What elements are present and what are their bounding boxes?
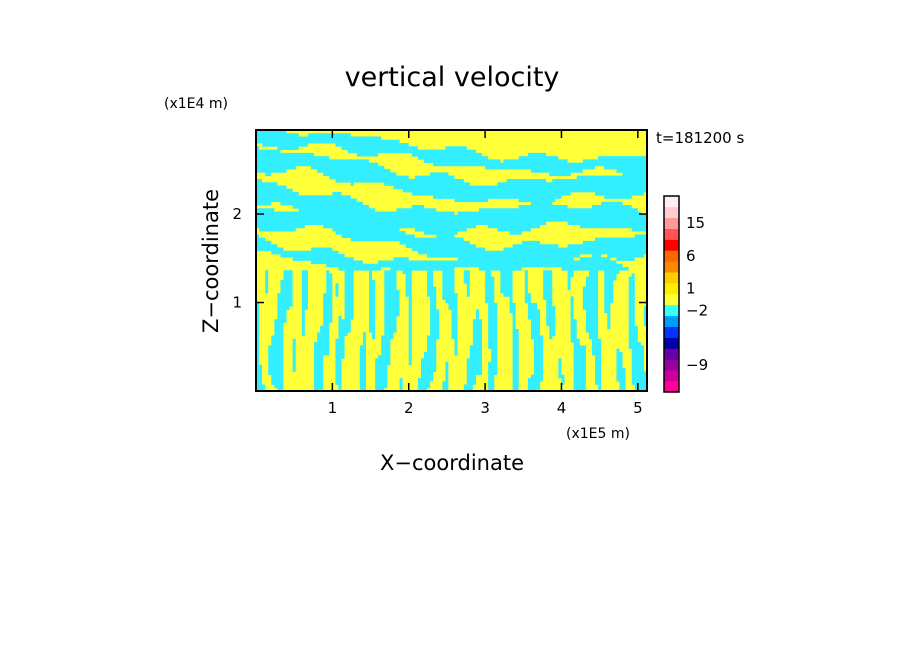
colorbar-tick-label: −2 [686,301,708,319]
colorbar-tick-label: 1 [686,280,696,298]
colorbar-swatch [664,348,679,360]
x-unit-label: (x1E5 m) [566,426,630,442]
colorbar-swatch [664,370,679,382]
y-axis-label: Z−coordinate [199,189,223,333]
colorbar [664,196,679,393]
colorbar-swatch [664,337,679,349]
y-tick-label: 2 [232,205,242,223]
colorbar-tick-label: 6 [686,247,696,265]
x-axis-label: X−coordinate [380,451,524,475]
colorbar-swatch [664,239,679,251]
negative-velocity-region [256,130,647,391]
x-tick-label: 3 [480,399,490,417]
colorbar-swatch [664,206,679,219]
y-unit-label: (x1E4 m) [164,96,228,112]
colorbar-swatch [664,315,679,327]
colorbar-swatch [664,359,679,371]
plot-frame [255,129,648,392]
colorbar-swatch [664,326,679,338]
x-tick-label: 2 [404,399,414,417]
chart-title: vertical velocity [345,62,560,93]
colorbar-swatch [664,272,679,284]
colorbar-labels: 15 6 1 −2 −9 [686,214,708,374]
y-tick-label: 1 [232,294,242,312]
colorbar-tick-label: −9 [686,356,708,374]
colorbar-frame [663,195,680,393]
x-tick-label: 1 [328,399,338,417]
colorbar-tick-label: 15 [686,214,705,232]
y-axis-ticks: 12 [232,205,647,312]
colorbar-swatch [664,217,679,229]
colorbar-swatch [664,228,679,240]
colorbar-swatch [664,261,679,273]
colorbar-swatch [664,283,679,295]
x-tick-label: 4 [557,399,567,417]
x-axis-ticks: 1 2 3 4 5 [328,130,643,417]
x-tick-label: 5 [633,399,643,417]
colorbar-swatch [664,250,679,262]
colorbar-swatch [664,196,679,208]
colorbar-swatch [664,381,679,393]
velocity-field [256,130,647,391]
colorbar-swatch [664,294,679,306]
time-label: t=181200 s [656,129,744,147]
colorbar-swatch [664,304,679,317]
